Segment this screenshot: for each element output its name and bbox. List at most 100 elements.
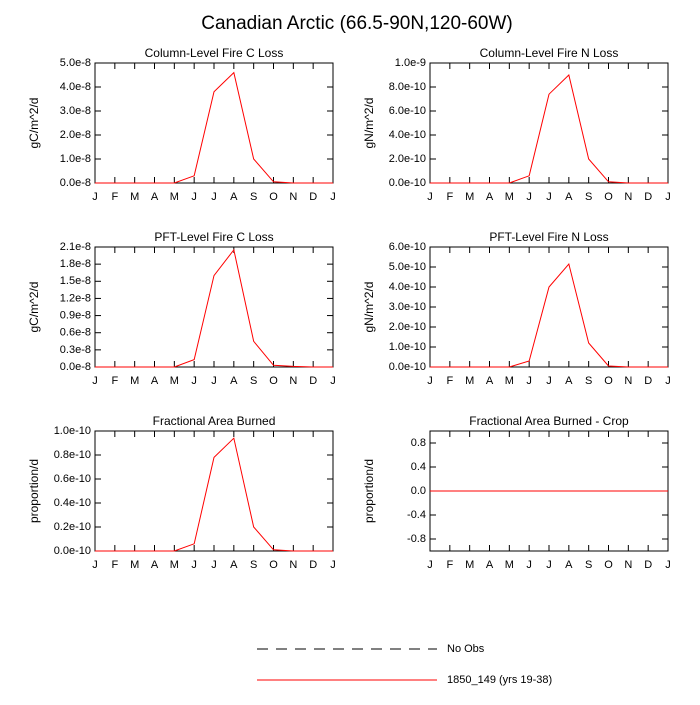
y-tick-label: 2.0e-10 (389, 321, 426, 333)
y-tick-label: 0.3e-8 (60, 344, 91, 356)
x-tick-label: J (427, 191, 433, 203)
x-tick-label: J (665, 375, 671, 387)
y-axis-label: proportion/d (27, 459, 41, 523)
y-axis-label: gN/m^2/d (362, 98, 376, 149)
y-tick-label: 0.8 (411, 437, 426, 449)
y-tick-label: 5.0e-8 (60, 57, 91, 69)
y-tick-label: 0.0e-8 (60, 177, 91, 189)
x-tick-label: S (585, 559, 592, 571)
x-tick-label: J (526, 559, 532, 571)
y-tick-label: 0.4e-10 (54, 497, 91, 509)
y-tick-label: 0.8e-10 (54, 449, 91, 461)
panel-title: PFT-Level Fire C Loss (154, 230, 273, 244)
x-tick-label: S (250, 559, 257, 571)
x-tick-label: A (151, 559, 159, 571)
y-tick-label: 4.0e-8 (60, 81, 91, 93)
y-tick-label: 1.8e-8 (60, 258, 91, 270)
x-tick-label: J (92, 559, 98, 571)
y-tick-label: 3.0e-10 (389, 301, 426, 313)
x-tick-label: J (92, 375, 98, 387)
y-tick-label: 0.0 (411, 485, 426, 497)
x-tick-label: O (269, 375, 278, 387)
x-tick-label: M (505, 559, 514, 571)
x-tick-label: M (170, 559, 179, 571)
figure-title: Canadian Arctic (66.5-90N,120-60W) (201, 13, 513, 34)
x-tick-label: D (309, 375, 317, 387)
y-tick-label: 0.4 (411, 461, 426, 473)
x-tick-label: F (111, 559, 118, 571)
x-tick-label: O (269, 559, 278, 571)
legend-label: 1850_149 (yrs 19-38) (447, 674, 552, 686)
x-tick-label: A (565, 559, 573, 571)
y-tick-label: 0.0e-10 (389, 361, 426, 373)
x-tick-label: M (505, 375, 514, 387)
x-tick-label: N (289, 375, 297, 387)
x-tick-label: D (309, 559, 317, 571)
x-tick-label: A (230, 559, 238, 571)
x-tick-label: J (92, 191, 98, 203)
x-tick-label: J (211, 375, 217, 387)
x-tick-label: A (151, 375, 159, 387)
y-axis-label: gC/m^2/d (27, 98, 41, 149)
y-tick-label: 2.0e-8 (60, 129, 91, 141)
panel-title: Column-Level Fire C Loss (145, 46, 284, 60)
x-tick-label: A (151, 191, 159, 203)
y-tick-label: 1.0e-8 (60, 153, 91, 165)
y-tick-label: 0.0e-10 (54, 545, 91, 557)
x-tick-label: J (665, 559, 671, 571)
x-tick-label: A (486, 375, 494, 387)
y-tick-label: 0.0e-10 (389, 177, 426, 189)
x-tick-label: S (250, 191, 257, 203)
y-tick-label: 6.0e-10 (389, 105, 426, 117)
panel-title: Column-Level Fire N Loss (480, 46, 619, 60)
x-tick-label: D (309, 191, 317, 203)
y-tick-label: 0.9e-8 (60, 309, 91, 321)
y-tick-label: 2.1e-8 (60, 241, 91, 253)
x-tick-label: F (111, 375, 118, 387)
x-tick-label: O (604, 375, 613, 387)
x-tick-label: S (585, 191, 592, 203)
x-tick-label: J (211, 559, 217, 571)
y-tick-label: -0.4 (407, 509, 426, 521)
y-tick-label: 1.0e-10 (54, 425, 91, 437)
x-tick-label: N (624, 375, 632, 387)
x-tick-label: M (170, 191, 179, 203)
x-tick-label: A (486, 559, 494, 571)
x-tick-label: F (111, 191, 118, 203)
plot-frame (94, 62, 334, 184)
y-tick-label: 0.0e-8 (60, 361, 91, 373)
plot-frame (429, 62, 669, 184)
x-tick-label: M (465, 191, 474, 203)
x-tick-label: M (130, 191, 139, 203)
y-tick-label: 0.2e-10 (54, 521, 91, 533)
x-tick-label: J (546, 559, 552, 571)
data-line (95, 71, 333, 184)
y-tick-label: 4.0e-10 (389, 129, 426, 141)
x-tick-label: J (546, 191, 552, 203)
y-tick-label: 1.2e-8 (60, 292, 91, 304)
y-tick-label: 2.0e-10 (389, 153, 426, 165)
data-line (95, 437, 333, 552)
x-tick-label: N (289, 191, 297, 203)
x-tick-label: A (230, 191, 238, 203)
x-tick-label: M (505, 191, 514, 203)
x-tick-label: O (269, 191, 278, 203)
x-tick-label: F (446, 559, 453, 571)
x-tick-label: S (585, 375, 592, 387)
plot-frame (94, 246, 334, 368)
x-tick-label: M (130, 559, 139, 571)
y-tick-label: 0.6e-8 (60, 327, 91, 339)
x-tick-label: J (191, 191, 197, 203)
x-tick-label: N (624, 191, 632, 203)
x-tick-label: A (230, 375, 238, 387)
x-tick-label: J (211, 191, 217, 203)
x-tick-label: J (546, 375, 552, 387)
x-tick-label: J (526, 191, 532, 203)
y-tick-label: 4.0e-10 (389, 281, 426, 293)
y-tick-label: 1.5e-8 (60, 275, 91, 287)
y-tick-label: 3.0e-8 (60, 105, 91, 117)
y-tick-label: 6.0e-10 (389, 241, 426, 253)
plot-frame (94, 430, 334, 552)
x-tick-label: J (191, 375, 197, 387)
